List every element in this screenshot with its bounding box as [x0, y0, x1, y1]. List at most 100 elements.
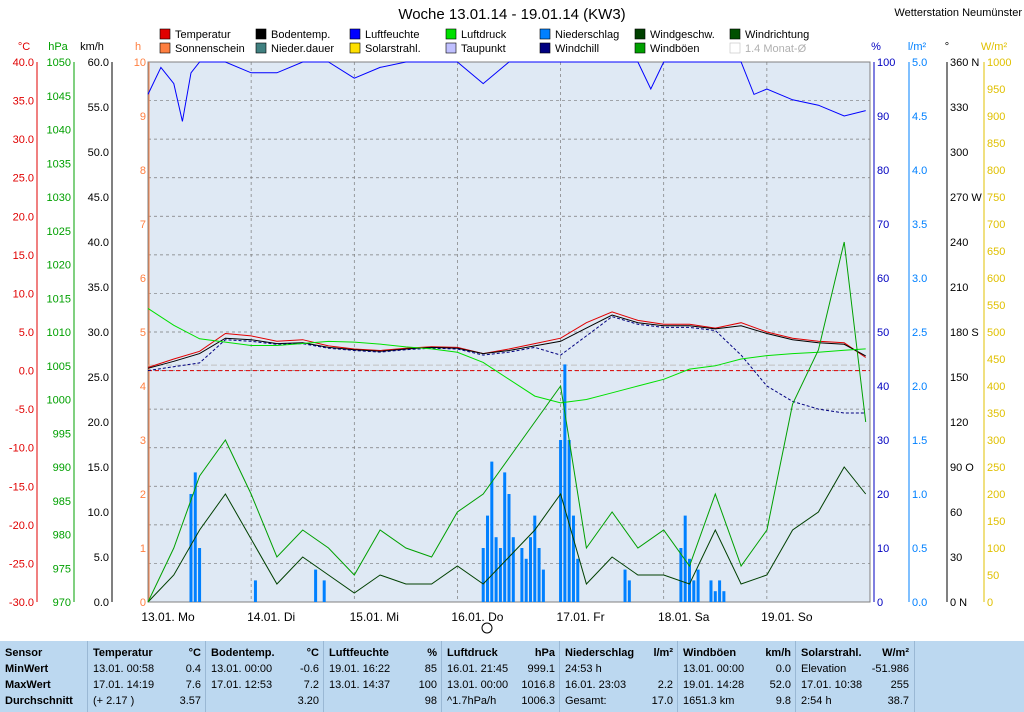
temp-tick-label: 30.0: [13, 134, 34, 146]
sun-tick-label: 2: [140, 489, 146, 501]
wind-tick-label: 20.0: [88, 417, 109, 429]
precipitation-bar: [541, 569, 545, 602]
wind-tick-label: 0.0: [94, 597, 109, 609]
stats-cell-label: 13.01. 00:00: [683, 663, 745, 675]
dir-tick-label: 150: [950, 372, 968, 384]
solar-tick-label: 150: [987, 516, 1005, 528]
stats-cell: 19.01. 16:22 85: [324, 661, 442, 677]
temp-tick-label: -15.0: [9, 481, 34, 493]
hum-tick-label: 10: [877, 543, 889, 555]
wind-tick-label: 5.0: [94, 552, 109, 564]
precipitation-bar: [688, 558, 691, 602]
legend-swatch: [539, 42, 551, 54]
solar-tick-label: 200: [987, 489, 1005, 501]
wind-tick-label: 45.0: [88, 192, 109, 204]
stats-col-header: Windböen km/h: [678, 645, 796, 661]
precipitation-bar: [696, 569, 700, 602]
dir-tick-label: 0 N: [950, 597, 967, 609]
press-tick-label: 970: [53, 597, 71, 609]
solar-tick-label: 900: [987, 111, 1005, 123]
stats-cell-value: 7.6: [185, 679, 201, 691]
stats-cell-label: 13.01. 00:00: [447, 679, 509, 691]
precipitation-bar: [189, 494, 193, 602]
press-tick-label: 995: [53, 428, 71, 440]
press-tick-label: 1025: [47, 226, 71, 238]
stats-cell-label: 19.01. 16:22: [329, 663, 391, 675]
stats-cell-value: -0.6: [300, 663, 319, 675]
legend-swatch: [539, 28, 551, 40]
clock-icon: [481, 622, 493, 634]
stats-col-title: Luftfeuchte: [329, 647, 389, 659]
solar-tick-label: 300: [987, 435, 1005, 447]
precipitation-bar: [713, 591, 717, 602]
dir-tick-label: 240: [950, 237, 968, 249]
series-line-bodentemp: [147, 314, 866, 369]
solar-tick-label: 500: [987, 327, 1005, 339]
dir-tick-label: 90 O: [950, 462, 974, 474]
temp-tick-label: -25.0: [9, 558, 34, 570]
stats-separator: [441, 641, 442, 712]
stats-col-header: Niederschlag l/m²: [560, 645, 678, 661]
stats-col-unit: l/m²: [653, 647, 673, 659]
stats-cell-value: 2.2: [657, 679, 673, 691]
stats-cell-label: 2:54 h: [801, 695, 832, 707]
precipitation-bar: [679, 548, 683, 602]
chart-title: Woche 13.01.14 - 19.01.14 (KW3): [398, 6, 626, 23]
stats-col-header: Solarstrahl. W/m²: [796, 645, 914, 661]
stats-cell-value: 85: [424, 663, 437, 675]
legend-swatch: [634, 28, 646, 40]
stats-cell-value: 999.1: [527, 663, 555, 675]
stats-cell-value: 98: [424, 695, 437, 707]
temp-tick-label: 10.0: [13, 288, 34, 300]
rain-tick-label: 1.5: [912, 435, 927, 447]
legend-label: Temperatur: [175, 29, 231, 41]
temp-tick-label: -5.0: [15, 404, 34, 416]
solar-tick-label: 950: [987, 84, 1005, 96]
temp-tick-label: 20.0: [13, 211, 34, 223]
solar-tick-label: 650: [987, 246, 1005, 258]
wind-tick-label: 50.0: [88, 147, 109, 159]
stats-cell-value: 1006.3: [521, 695, 555, 707]
legend-swatch: [255, 28, 267, 40]
legend-swatch: [349, 28, 361, 40]
legend-label: 1.4 Monat-Ø: [745, 43, 807, 55]
solar-tick-label: 450: [987, 354, 1005, 366]
x-tick-label: 19.01. So: [761, 610, 813, 624]
stats-row-label: Durchschnitt: [0, 693, 88, 709]
stats-cell: 17.01. 14:19 7.6: [88, 677, 206, 693]
rain-tick-label: 1.0: [912, 489, 927, 501]
precipitation-bar: [528, 537, 532, 602]
precipitation-bar: [486, 515, 490, 602]
stats-cell-label: 16.01. 21:45: [447, 663, 509, 675]
stats-separator: [87, 641, 88, 712]
stats-col-unit: W/m²: [882, 647, 909, 659]
stats-col-header: Temperatur °C: [88, 645, 206, 661]
precipitation-bar: [567, 440, 571, 602]
temp-tick-label: 0.0: [19, 366, 34, 378]
temp-tick-label: 15.0: [13, 250, 34, 262]
stats-row-labels: Sensor MinWert MaxWert Durchschnitt: [0, 641, 88, 712]
press-tick-label: 980: [53, 530, 71, 542]
legend-label: Windrichtung: [745, 29, 809, 41]
hum-tick-label: 0: [877, 597, 883, 609]
dir-tick-label: 270 W: [950, 192, 982, 204]
dir-tick-label: 120: [950, 417, 968, 429]
precipitation-bar: [692, 580, 696, 602]
hum-axis-unit: %: [871, 41, 881, 53]
series-line-temperatur: [147, 311, 866, 368]
solar-tick-label: 550: [987, 300, 1005, 312]
weather-chart: °C40.035.030.025.020.015.010.05.00.0-5.0…: [9, 28, 1011, 634]
stats-col-unit: °C: [188, 647, 201, 659]
stats-cell-label: 24:53 h: [565, 663, 602, 675]
stats-cell-label: Elevation: [801, 663, 847, 675]
hum-tick-label: 80: [877, 165, 889, 177]
solar-tick-label: 750: [987, 192, 1005, 204]
press-tick-label: 1000: [47, 395, 71, 407]
rain-tick-label: 0.5: [912, 543, 927, 555]
stats-row-label-text: Durchschnitt: [5, 695, 73, 707]
stats-cell-label: ^1.7hPa/h: [447, 695, 497, 707]
solar-tick-label: 1000: [987, 57, 1011, 69]
rain-tick-label: 3.0: [912, 273, 927, 285]
stats-cell-label: 13.01. 00:00: [211, 663, 273, 675]
stats-cell: 17.01. 10:38 255: [796, 677, 914, 693]
